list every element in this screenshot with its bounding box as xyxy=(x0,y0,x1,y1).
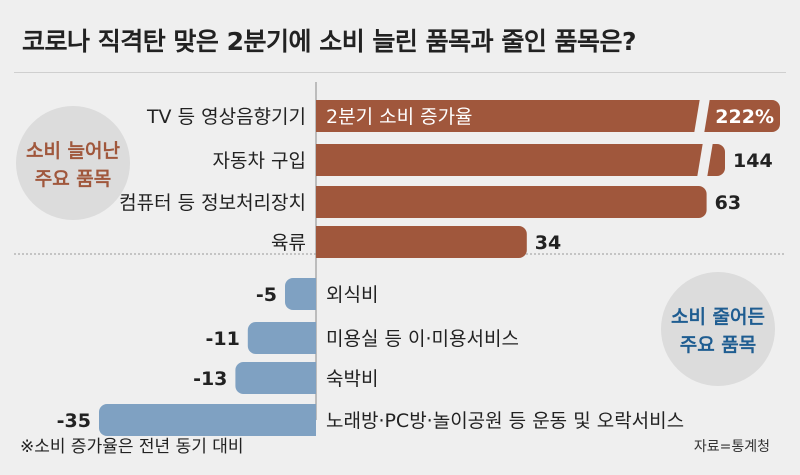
value-label-3: 34 xyxy=(535,232,561,254)
chart-title: 코로나 직격탄 맞은 2분기에 소비 늘린 품목과 줄인 품목은? xyxy=(22,27,637,56)
value-label-5: -11 xyxy=(205,328,239,350)
bar-0 xyxy=(316,100,780,132)
bar-3 xyxy=(316,226,527,258)
bar-base-7 xyxy=(306,404,316,436)
axis-break-0 xyxy=(694,98,710,134)
bar-base-3 xyxy=(316,226,326,258)
value-label-4: -5 xyxy=(256,284,277,306)
bar-base-4 xyxy=(306,278,316,310)
bar-6 xyxy=(235,362,316,394)
bar-base-5 xyxy=(306,322,316,354)
value-label-1: 144 xyxy=(733,150,773,172)
value-label-2: 63 xyxy=(715,192,741,214)
category-label-7: 노래방·PC방·놀이공원 등 운동 및 오락서비스 xyxy=(326,410,684,432)
bubble-decrease xyxy=(661,272,775,386)
category-label-4: 외식비 xyxy=(326,284,378,306)
bubble-increase-label-line2: 주요 품목 xyxy=(35,168,112,190)
category-label-5: 미용실 등 이·미용서비스 xyxy=(326,328,519,350)
bar-2 xyxy=(316,186,707,218)
category-label-6: 숙박비 xyxy=(326,368,378,390)
category-label-3: 육류 xyxy=(271,232,306,254)
bubble-increase-label-line1: 소비 늘어난 xyxy=(26,140,121,162)
value-label-0: 222% xyxy=(715,106,774,128)
bubble-increase xyxy=(16,106,130,220)
bar-base-6 xyxy=(306,362,316,394)
bubble-decrease-label-line1: 소비 줄어든 xyxy=(671,306,765,328)
bar-base-2 xyxy=(316,186,326,218)
bar-1 xyxy=(316,144,725,176)
series-label: 2분기 소비 증가율 xyxy=(326,106,473,128)
bar-7 xyxy=(99,404,316,436)
category-label-2: 컴퓨터 등 정보처리장치 xyxy=(119,192,306,214)
source-note: 자료=통계청 xyxy=(693,439,770,455)
bar-base-1 xyxy=(316,144,326,176)
category-label-1: 자동차 구입 xyxy=(213,150,306,172)
bar-base-0 xyxy=(316,100,326,132)
axis-break-1 xyxy=(697,142,713,178)
category-label-0: TV 등 영상음향기기 xyxy=(146,106,306,128)
title-divider xyxy=(14,72,786,73)
value-label-6: -13 xyxy=(193,368,227,390)
bubble-decrease-label-line2: 주요 품목 xyxy=(680,334,757,356)
bar-5 xyxy=(247,322,316,354)
value-label-7: -35 xyxy=(57,410,91,432)
footnote: ※소비 증가율은 전년 동기 대비 xyxy=(20,437,244,457)
